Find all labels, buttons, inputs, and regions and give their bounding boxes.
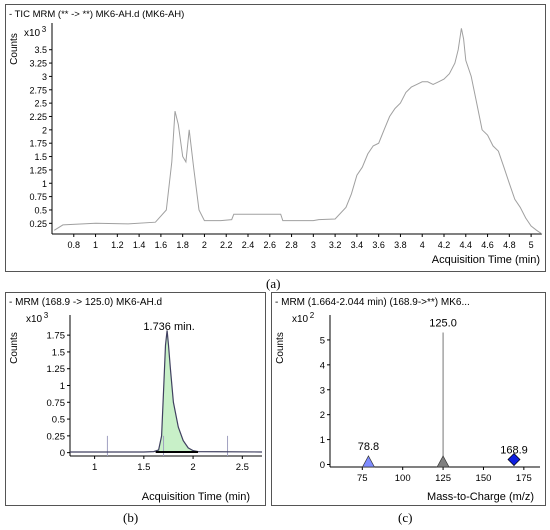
chart-c-x-tick-label: 75 [357, 473, 368, 484]
chart-panel-b: - MRM (168.9 -> 125.0) MK6-AH.d x10 3 Count… [5, 292, 266, 506]
chart-a-y-multiplier: x10 [24, 28, 41, 39]
chart-a-title: - TIC MRM (** -> **) MK6-AH.d (MK6-AH) [9, 9, 184, 20]
chart-a-y-tick-label: 2.25 [29, 112, 47, 122]
chart-a-x-tick-label: 4.2 [438, 240, 451, 250]
chart-c-y-tick-label: 5 [320, 335, 325, 346]
chart-b-y-tick-label: 0.75 [47, 398, 66, 409]
chart-c-y-multiplier: x10 [292, 314, 309, 325]
chart-c-triangle-marker [361, 455, 376, 468]
chart-a-y-multiplier-exponent: 3 [42, 25, 47, 34]
chart-c-y-axis-label: Counts [275, 332, 286, 364]
mrm-chromatogram-chart: - MRM (168.9 -> 125.0) MK6-AH.d x10 3 Count… [9, 297, 263, 503]
chart-a-x-tick-label: 1 [93, 240, 98, 250]
caption-c: (c) [398, 510, 413, 525]
chart-c-triangle-marker [436, 455, 450, 468]
chart-b-series-line [70, 330, 263, 453]
chart-panel-a: - TIC MRM (** -> **) MK6-AH.d (MK6-AH) x1… [5, 4, 546, 272]
chart-a-x-tick-label: 2 [202, 240, 207, 250]
chart-a-y-tick-label: 0.25 [29, 219, 47, 229]
chart-a-x-tick-label: 2.4 [242, 240, 255, 250]
chart-a-x-tick-label: 1.2 [111, 240, 124, 250]
chart-c-title: - MRM (1.664-2.044 min) (168.9->**) MK6.… [275, 297, 470, 308]
chart-a-x-tick-label: 3.8 [394, 240, 407, 250]
chart-a-y-tick-label: 2 [42, 125, 47, 135]
chart-b-y-tick-label: 1.5 [52, 347, 65, 358]
chart-c-peak-label: 125.0 [429, 317, 457, 329]
chart-a-x-tick-label: 1.6 [155, 240, 168, 250]
chart-c-y-tick-label: 4 [320, 360, 325, 371]
chart-b-y-tick-label: 1 [60, 381, 65, 392]
chart-a-x-tick-label: 2.8 [285, 240, 298, 250]
chart-a-x-tick-label: 3.6 [372, 240, 385, 250]
chart-a-y-tick-label: 3.5 [34, 45, 47, 55]
chart-a-x-tick-label: 3 [311, 240, 316, 250]
chart-a-y-tick-label: 1.75 [29, 139, 47, 149]
chart-a-x-tick-label: 0.8 [68, 240, 81, 250]
chart-b-y-tick-label: 1.25 [47, 364, 66, 375]
caption-b: (b) [123, 510, 139, 525]
chart-b-y-tick-label: 0.25 [47, 431, 66, 442]
chart-a-y-tick-label: 2.75 [29, 85, 47, 95]
chart-a-series-line [53, 28, 543, 235]
chart-b-y-multiplier-exponent: 3 [44, 311, 49, 320]
chart-c-peak-label: 168.9 [500, 445, 528, 457]
chart-b-y-multiplier: x10 [26, 314, 43, 325]
chart-a-x-tick-label: 4.6 [481, 240, 494, 250]
chart-a-x-tick-label: 2.6 [264, 240, 277, 250]
chart-a-x-tick-label: 1.4 [133, 240, 146, 250]
chart-panel-c: - MRM (1.664-2.044 min) (168.9->**) MK6.… [271, 292, 546, 506]
chart-a-x-tick-label: 3.2 [329, 240, 342, 250]
chart-b-x-tick-label: 2 [190, 462, 195, 473]
chart-c-x-tick-label: 100 [395, 473, 411, 484]
chart-b-y-tick-label: 1.75 [47, 331, 66, 342]
chart-c-y-tick-label: 2 [320, 410, 325, 421]
chart-c-y-tick-label: 3 [320, 385, 325, 396]
chart-c-y-tick-label: 1 [320, 435, 325, 446]
chart-a-y-tick-label: 1.25 [29, 165, 47, 175]
chart-a-y-tick-label: 2.5 [34, 99, 47, 109]
chart-a-y-tick-label: 1.5 [34, 152, 47, 162]
chart-b-peak-annotation: 1.736 min. [143, 321, 194, 333]
chart-b-x-tick-label: 1.5 [137, 462, 150, 473]
chart-a-y-tick-label: 0.5 [34, 205, 47, 215]
chart-b-y-axis-label: Counts [9, 332, 20, 364]
mass-spectrum-chart: - MRM (1.664-2.044 min) (168.9->**) MK6.… [275, 297, 540, 503]
chart-c-x-axis-label: Mass-to-Charge (m/z) [427, 491, 534, 503]
chart-a-x-tick-label: 2.2 [220, 240, 233, 250]
chart-a-x-tick-label: 4.4 [460, 240, 473, 250]
chart-a-y-tick-label: 1 [42, 179, 47, 189]
chart-c-y-multiplier-exponent: 2 [310, 311, 315, 320]
chart-a-y-tick-label: 3 [42, 72, 47, 82]
chart-a-y-tick-label: 0.75 [29, 192, 47, 202]
chart-b-title: - MRM (168.9 -> 125.0) MK6-AH.d [9, 297, 162, 308]
chart-c-x-tick-label: 150 [476, 473, 492, 484]
chart-c-y-tick-label: 0 [320, 460, 325, 471]
chart-a-x-axis-label: Acquisition Time (min) [432, 254, 540, 266]
chart-b-peak-fill [155, 330, 198, 452]
chart-b-x-tick-label: 2.5 [236, 462, 249, 473]
chart-b-y-tick-label: 0.5 [52, 415, 65, 426]
chart-a-x-tick-label: 4 [420, 240, 425, 250]
chart-c-diamond-marker [507, 453, 521, 467]
chart-a-y-tick-label: 3.25 [29, 59, 47, 69]
chart-a-x-tick-label: 4.8 [503, 240, 516, 250]
tic-chromatogram-chart: - TIC MRM (** -> **) MK6-AH.d (MK6-AH) x1… [9, 9, 543, 266]
caption-a: (a) [266, 276, 281, 291]
chart-a-x-tick-label: 1.8 [176, 240, 189, 250]
chart-b-y-tick-label: 0 [60, 448, 65, 459]
chart-a-x-tick-label: 5 [529, 240, 534, 250]
chart-b-x-tick-label: 1 [92, 462, 97, 473]
chart-b-x-axis-label: Acquisition Time (min) [142, 491, 250, 503]
chart-c-x-tick-label: 125 [435, 473, 451, 484]
chart-c-x-tick-label: 175 [516, 473, 532, 484]
chart-c-peak-label: 78.8 [358, 441, 379, 453]
chart-a-y-axis-label: Counts [9, 33, 20, 65]
chart-a-x-tick-label: 3.4 [351, 240, 364, 250]
